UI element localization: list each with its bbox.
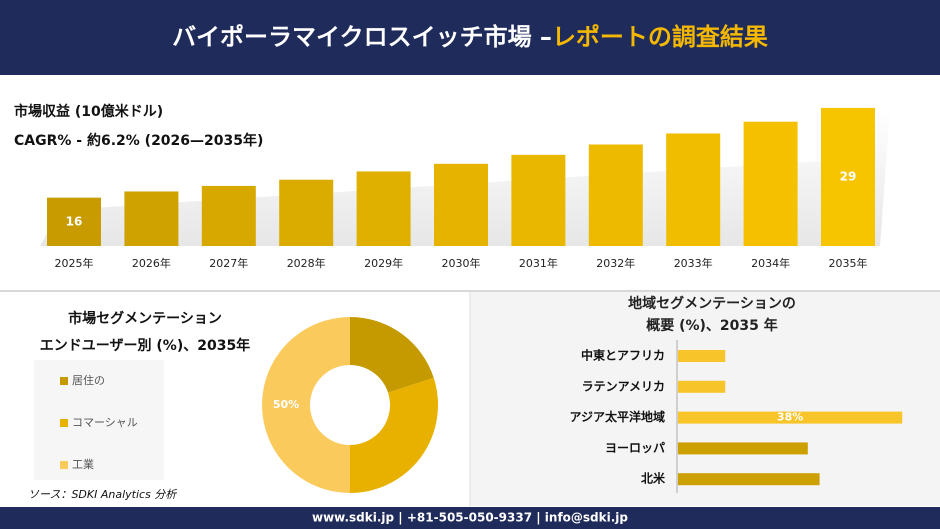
legend-swatch bbox=[60, 461, 68, 469]
bar bbox=[201, 185, 256, 246]
x-tick-label: 2030年 bbox=[442, 256, 481, 270]
bar bbox=[678, 380, 726, 393]
donut-slice bbox=[262, 317, 350, 493]
bar bbox=[678, 411, 903, 424]
x-tick-label: 2035年 bbox=[829, 256, 868, 270]
chart-subtitle: CAGR% - 約6.2% (2026—2035年) bbox=[14, 132, 263, 149]
page-title: バイポーラマイクロスイッチ市場 –レポートの調査結果 bbox=[172, 23, 768, 51]
footer-band bbox=[0, 507, 940, 529]
y-tick-label: ラテンアメリカ bbox=[582, 379, 665, 393]
bar bbox=[124, 191, 179, 246]
bar bbox=[279, 179, 334, 246]
source-note: ソース：SDKI Analytics 分析 bbox=[28, 488, 178, 501]
legend-swatch bbox=[60, 377, 68, 385]
bar bbox=[356, 171, 411, 246]
bar bbox=[511, 154, 566, 246]
legend-swatch bbox=[60, 419, 68, 427]
chart-title: 地域セグメンテーションの bbox=[628, 295, 796, 312]
y-tick-label: アジア太平洋地域 bbox=[569, 409, 665, 424]
bar bbox=[678, 473, 820, 486]
legend-label: コマーシャル bbox=[72, 416, 138, 429]
bar bbox=[588, 144, 643, 246]
chart-title: 市場セグメンテーション bbox=[68, 310, 222, 327]
x-tick-label: 2026年 bbox=[132, 256, 171, 270]
title-highlight: レポートの調査結果 bbox=[552, 23, 768, 51]
value-label: 16 bbox=[66, 214, 83, 228]
title-main: バイポーラマイクロスイッチ市場 – bbox=[172, 23, 552, 51]
x-tick-label: 2025年 bbox=[55, 256, 94, 270]
value-label: 50% bbox=[273, 398, 299, 411]
bar bbox=[666, 133, 721, 246]
chart-subtitle: エンドユーザー別 (%)、2035年 bbox=[40, 337, 250, 354]
header-band bbox=[0, 0, 940, 75]
legend-label: 居住の bbox=[72, 373, 105, 387]
bar bbox=[678, 442, 808, 455]
y-tick-label: 中東とアフリカ bbox=[581, 348, 665, 363]
footer-contact: www.sdki.jp | +81-505-050-9337 | info@sd… bbox=[312, 511, 628, 525]
value-label: 29 bbox=[840, 169, 857, 183]
x-tick-label: 2028年 bbox=[287, 256, 326, 270]
x-tick-label: 2027年 bbox=[209, 256, 248, 270]
x-tick-label: 2033年 bbox=[674, 256, 713, 270]
x-tick-label: 2031年 bbox=[519, 256, 558, 270]
x-tick-label: 2029年 bbox=[364, 256, 403, 270]
y-tick-label: 北米 bbox=[641, 471, 666, 486]
x-tick-label: 2034年 bbox=[751, 256, 790, 270]
bar bbox=[678, 350, 726, 362]
x-tick-label: 2032年 bbox=[596, 256, 635, 270]
legend-label: 工業 bbox=[72, 458, 94, 471]
bar bbox=[434, 163, 488, 246]
bar bbox=[821, 107, 875, 247]
legend-box bbox=[34, 360, 164, 480]
bar bbox=[47, 197, 101, 246]
chart-title: 市場収益 (10億米ドル) bbox=[14, 103, 163, 120]
panel-bg bbox=[471, 292, 940, 506]
bar bbox=[743, 121, 798, 246]
donut-slice bbox=[350, 317, 434, 393]
donut-slice bbox=[350, 377, 438, 493]
value-label: 38% bbox=[777, 411, 803, 424]
y-tick-label: ヨーロッパ bbox=[605, 441, 665, 455]
chart-subtitle: 概要 (%)、2035 年 bbox=[646, 317, 778, 334]
